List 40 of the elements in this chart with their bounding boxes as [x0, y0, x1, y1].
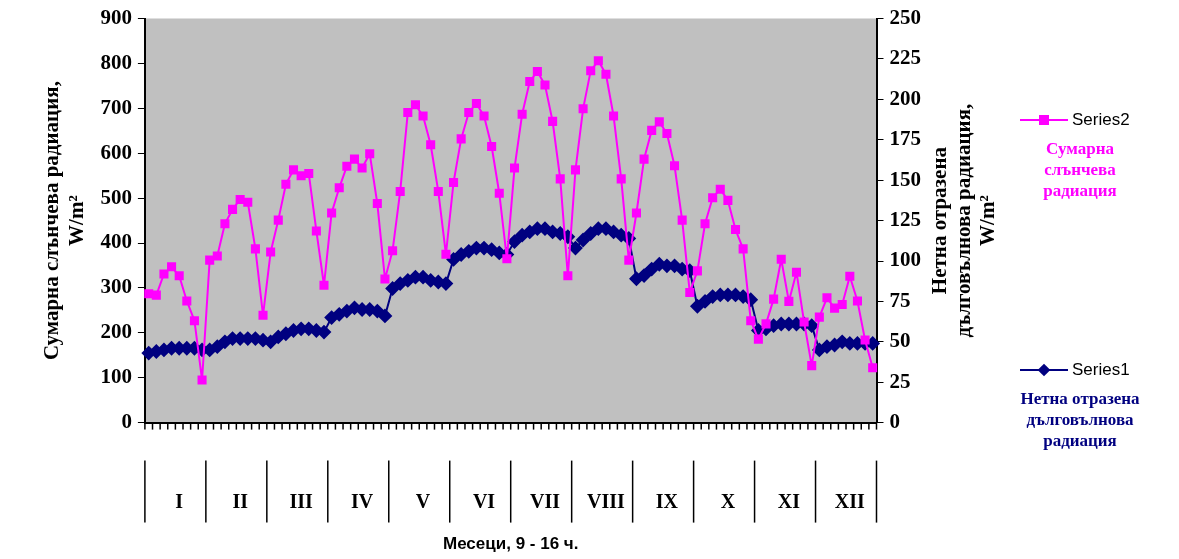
y-tick-label: 700	[100, 94, 132, 119]
y2-tick-label: 250	[889, 5, 921, 30]
y2-tick-label: 100	[889, 247, 921, 272]
y-tick-label: 100	[100, 364, 132, 389]
text: Нетна отразена дълговълнова радиация	[1020, 388, 1140, 451]
y2-tick-label: 50	[889, 328, 911, 353]
x-tick-label: VII	[529, 489, 561, 512]
x-tick-label: V	[415, 489, 431, 512]
x-tick-label: III	[289, 489, 314, 512]
x-tick-label: IV	[350, 489, 374, 512]
x-tick-label: XI	[777, 489, 801, 512]
y-tick-label: 800	[100, 49, 132, 74]
y2-tick-label: 25	[889, 368, 911, 393]
x-tick-label: X	[720, 489, 736, 512]
y2-tick-label: 0	[889, 409, 900, 434]
text: Сумарна слънчева радиация	[1042, 138, 1118, 201]
y2-tick-label: 200	[889, 85, 921, 110]
y2-tick-label: 125	[889, 207, 921, 232]
y-tick-label: 500	[100, 184, 132, 209]
legend-label: Series1	[1072, 360, 1130, 380]
y-tick-label: 900	[100, 5, 132, 30]
x-tick-label: IX	[655, 489, 679, 512]
y-tick-label: 400	[100, 229, 132, 254]
y-tick-label: 0	[121, 409, 132, 434]
x-tick-label: II	[232, 489, 249, 512]
x-tick-label: I	[175, 489, 184, 512]
y-tick-label: 300	[100, 274, 132, 299]
y-tick-label: 600	[100, 139, 132, 164]
x-tick-label: XII	[834, 489, 866, 512]
y2-tick-label: 225	[889, 45, 921, 70]
y2-tick-label: 150	[889, 166, 921, 191]
y2-tick-label: 75	[889, 287, 911, 312]
x-axis-title: Месеци, 9 - 16 ч.	[442, 534, 579, 554]
x-tick-label: VIII	[587, 489, 626, 512]
y2-axis-title: Нетна отразена дълговълнова радиация, W/m²	[927, 103, 1000, 338]
y-tick-label: 200	[100, 319, 132, 344]
y2-tick-label: 175	[889, 126, 921, 151]
y-axis-title: Сумарна слънчева радиация, W/m²	[39, 81, 89, 361]
legend-label: Series2	[1072, 110, 1130, 130]
x-tick-label: VI	[472, 489, 496, 512]
